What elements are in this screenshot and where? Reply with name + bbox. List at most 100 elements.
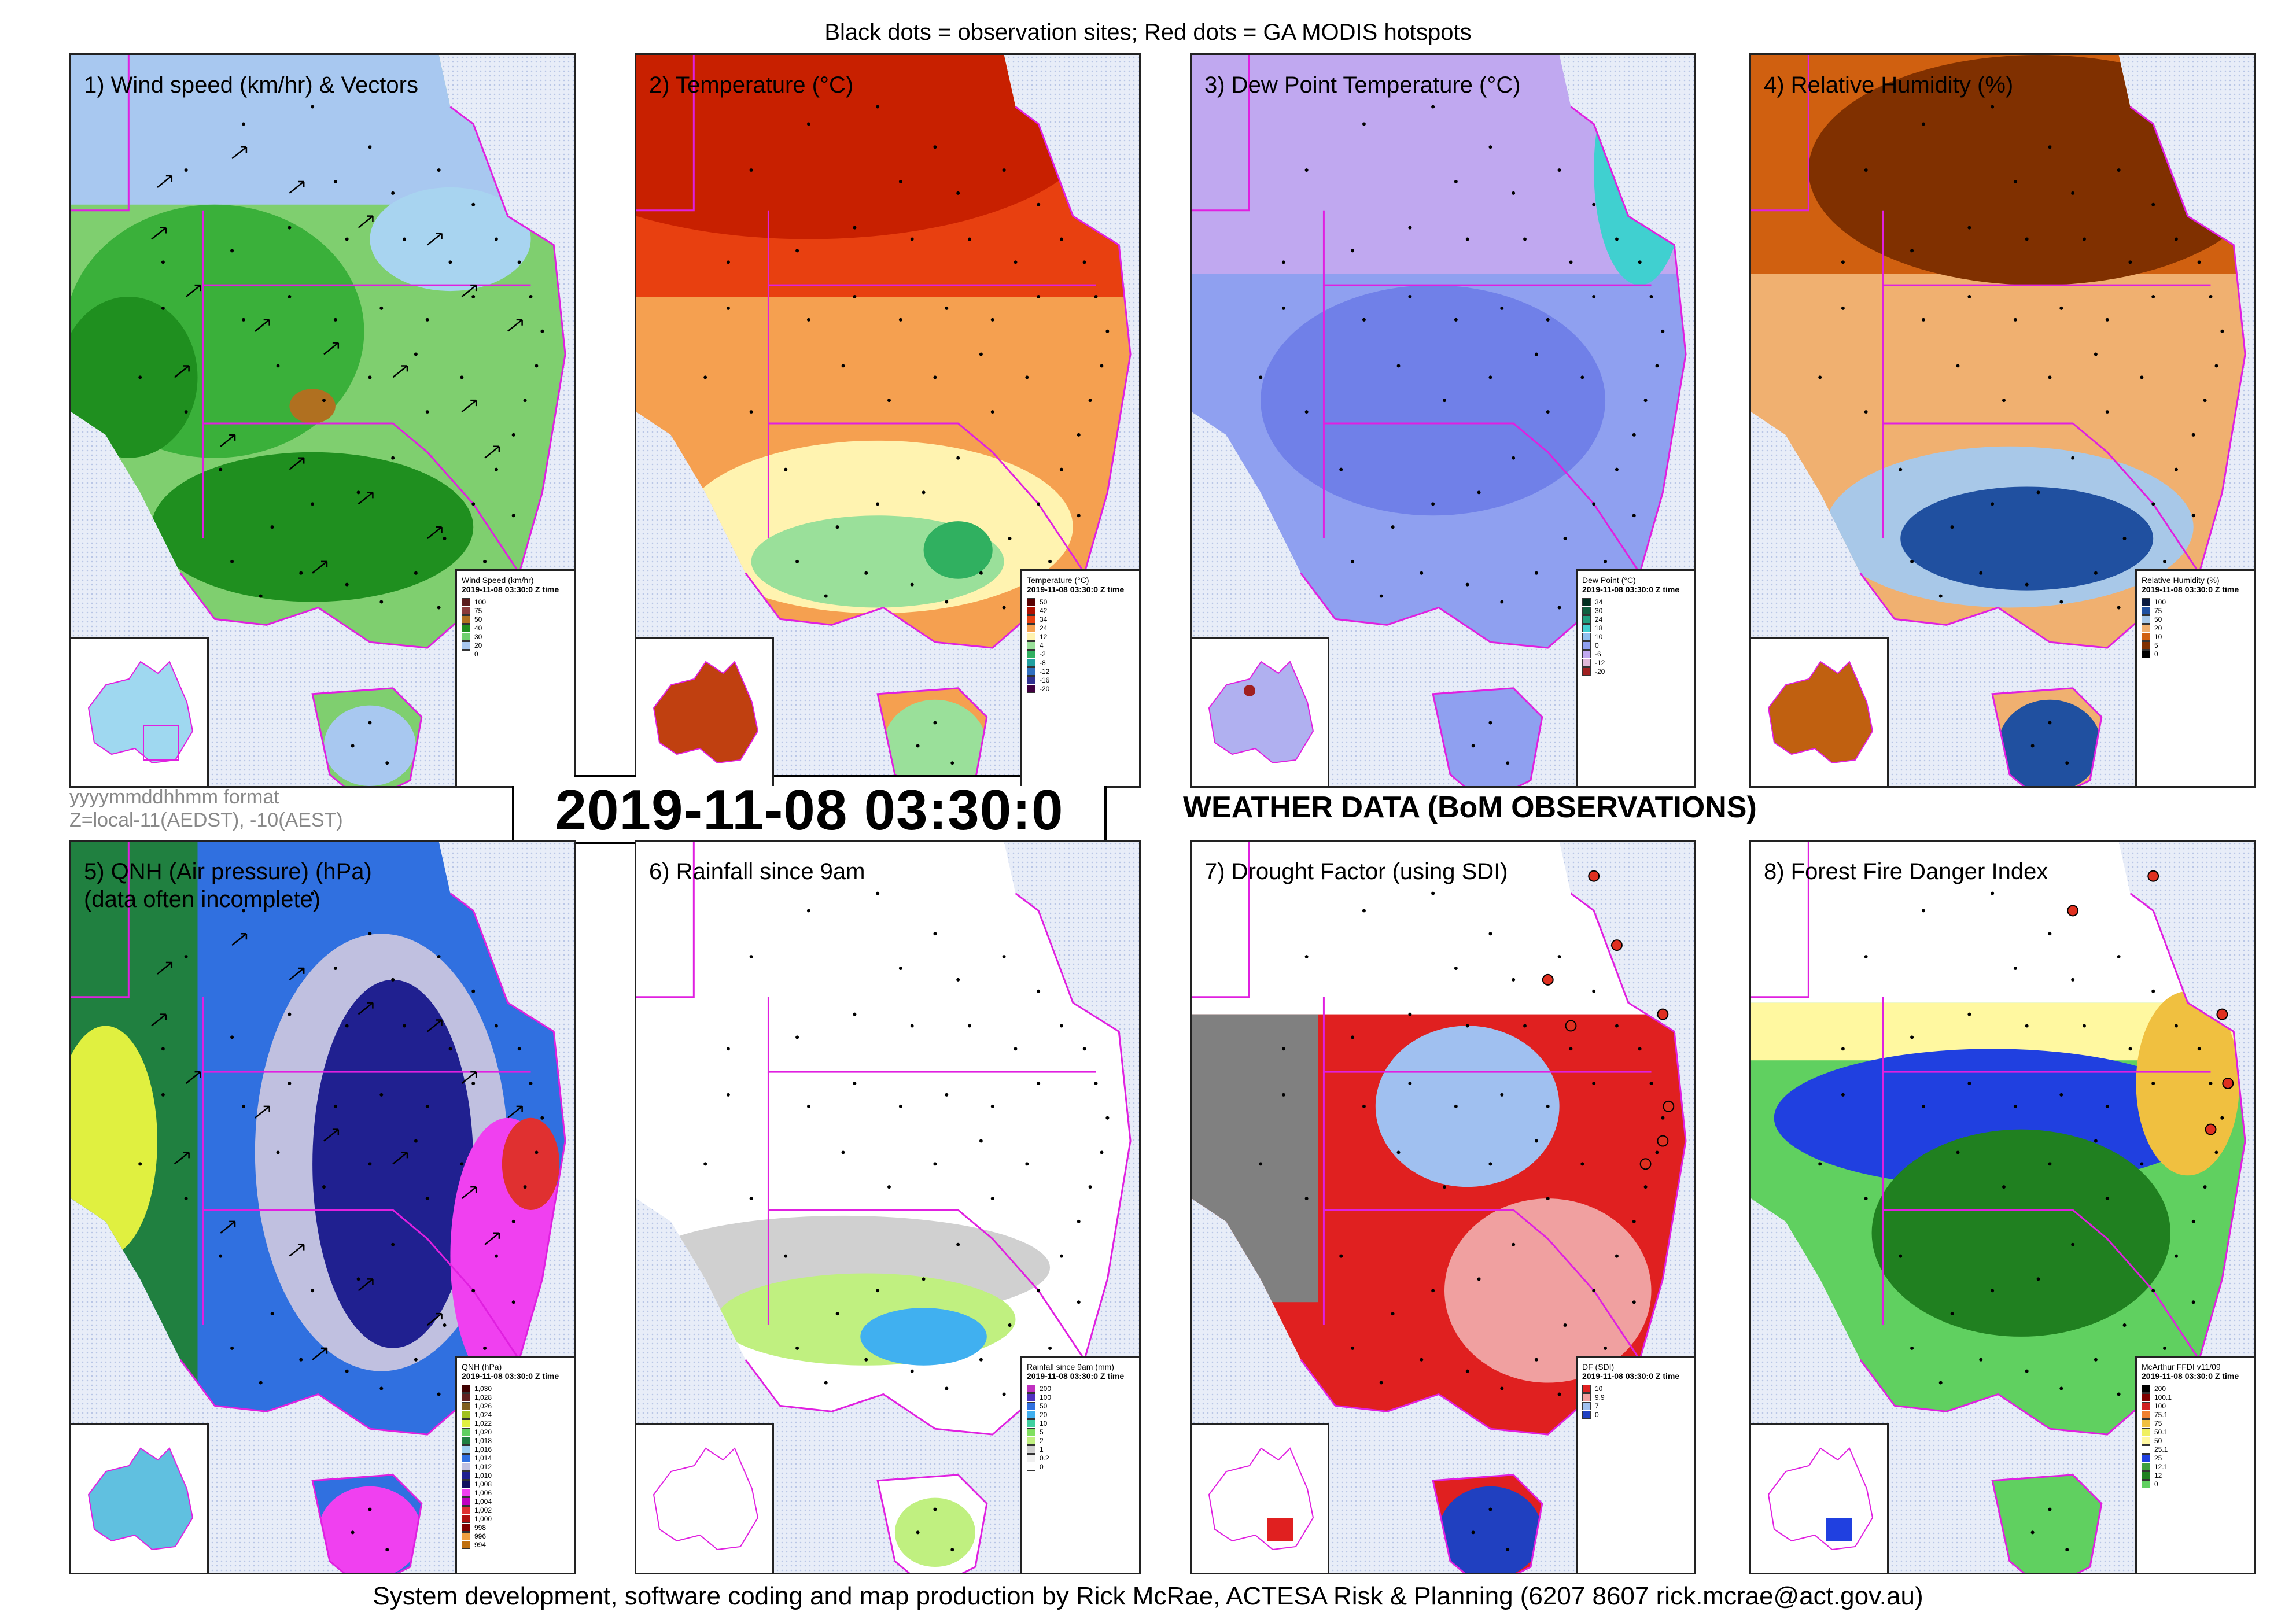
legend: Rainfall since 9am (mm) 2019-11-08 03:30… <box>1020 1356 1139 1573</box>
legend-item: 7 <box>1582 1401 1694 1410</box>
legend-label: 18 <box>1595 624 1603 632</box>
legend-label: 1,012 <box>474 1462 492 1471</box>
legend-label: 12.1 <box>2154 1462 2168 1471</box>
legend-item: 9.9 <box>1582 1393 1694 1401</box>
relative-humidity-map <box>1751 55 2246 786</box>
legend-swatch <box>1582 1393 1591 1401</box>
legend-item: 50 <box>1027 1401 1139 1410</box>
legend-swatch <box>462 1393 470 1401</box>
legend-label: 75 <box>2154 606 2162 615</box>
panel-title: 3) Dew Point Temperature (°C) <box>1204 72 1521 98</box>
legend-item: 1,014 <box>462 1454 574 1462</box>
legend-swatch <box>462 1540 470 1549</box>
panel-title: 6) Rainfall since 9am <box>649 859 865 884</box>
legend-label: 24 <box>1040 624 1048 632</box>
legend: DF (SDI) 2019-11-08 03:30:0 Z time 10 9.9… <box>1576 1356 1694 1573</box>
legend-label: 200 <box>1040 1384 1052 1393</box>
legend-label: -20 <box>1040 684 1050 693</box>
legend-item: -8 <box>1027 658 1139 667</box>
legend: Temperature (°C) 2019-11-08 03:30:0 Z ti… <box>1020 569 1139 786</box>
legend-label: -6 <box>1595 650 1601 658</box>
legend-label: -8 <box>1040 658 1046 667</box>
legend-swatch <box>1027 1445 1035 1454</box>
legend-swatch <box>1027 641 1035 650</box>
legend-label: 1,028 <box>474 1393 492 1401</box>
legend-label: 0 <box>2154 1480 2158 1488</box>
map-panel-dew-point: 3) Dew Point Temperature (°C) Dew Point … <box>1190 53 1696 788</box>
map-panel-relative-humidity: 4) Relative Humidity (%) Relative Humidi… <box>1749 53 2256 788</box>
legend-label: 34 <box>1040 615 1048 624</box>
legend-item: 0 <box>2142 650 2254 658</box>
legend-label: 75 <box>2154 1419 2162 1427</box>
legend-label: 25 <box>2154 1454 2162 1462</box>
legend-time: 2019-11-08 03:30:0 Z time <box>2142 1371 2239 1381</box>
legend-title: Wind Speed (km/hr) <box>462 576 534 585</box>
legend-label: 75.1 <box>2154 1410 2168 1419</box>
legend-label: 75 <box>474 606 482 615</box>
legend-swatch <box>2142 1471 2150 1480</box>
legend-item: 42 <box>1027 606 1139 615</box>
legend-label: 10 <box>1040 1419 1048 1427</box>
legend-swatch <box>1582 615 1591 624</box>
legend-item: 0 <box>462 650 574 658</box>
legend-swatch <box>462 1497 470 1506</box>
legend-swatch <box>462 1514 470 1523</box>
panel-title: 8) Forest Fire Danger Index <box>1764 859 2048 884</box>
legend-item: 10 <box>1027 1419 1139 1427</box>
legend-swatch <box>1027 1462 1035 1471</box>
legend-item: 75 <box>2142 606 2254 615</box>
legend-item: 1,020 <box>462 1427 574 1436</box>
legend-swatch <box>1027 1427 1035 1436</box>
legend: Wind Speed (km/hr) 2019-11-08 03:30:0 Z … <box>455 569 574 786</box>
legend-item: -16 <box>1027 676 1139 684</box>
legend-item: 0 <box>1582 641 1694 650</box>
legend-item: 5 <box>1027 1427 1139 1436</box>
legend-item: 1 <box>1027 1445 1139 1454</box>
legend-label: 0 <box>1595 641 1599 650</box>
legend-item: 75 <box>2142 1419 2254 1427</box>
legend-item: 1,002 <box>462 1506 574 1514</box>
legend-label: 30 <box>1595 606 1603 615</box>
legend-item: 10 <box>2142 632 2254 641</box>
legend-swatch <box>2142 1410 2150 1419</box>
legend-item: 1,026 <box>462 1401 574 1410</box>
legend-item: 4 <box>1027 641 1139 650</box>
legend-label: 0 <box>1040 1462 1044 1471</box>
legend-label: 50.1 <box>2154 1427 2168 1436</box>
legend-title: DF (SDI) <box>1582 1362 1615 1371</box>
panel-title: 4) Relative Humidity (%) <box>1764 72 2014 98</box>
legend-swatch <box>2142 641 2150 650</box>
legend-item: 75 <box>462 606 574 615</box>
legend-swatch <box>462 1427 470 1436</box>
legend-item: 0.2 <box>1027 1454 1139 1462</box>
legend-item: 12.1 <box>2142 1462 2254 1471</box>
legend-item: 10 <box>1582 1384 1694 1393</box>
legend-swatch <box>462 606 470 615</box>
legend-swatch <box>1027 658 1035 667</box>
legend-label: 20 <box>474 641 482 650</box>
map-panel-drought-factor: 7) Drought Factor (using SDI) DF (SDI) 2… <box>1190 840 1696 1574</box>
legend-label: 998 <box>474 1523 487 1532</box>
legend-swatch <box>2142 1480 2150 1488</box>
legend-swatch <box>1582 597 1591 606</box>
legend-item: 100 <box>462 597 574 606</box>
legend-label: 1,008 <box>474 1480 492 1488</box>
map-panel-wind: 1) Wind speed (km/hr) & Vectors Wind Spe… <box>69 53 576 788</box>
legend-swatch <box>2142 1436 2150 1445</box>
legend-swatch <box>462 1410 470 1419</box>
legend-swatch <box>462 1401 470 1410</box>
legend-label: 12 <box>2154 1471 2162 1480</box>
main-title: WEATHER DATA (BoM OBSERVATIONS) <box>1183 791 1757 824</box>
legend-label: 4 <box>1040 641 1044 650</box>
legend-swatch <box>1027 632 1035 641</box>
legend-swatch <box>1582 641 1591 650</box>
legend-swatch <box>2142 1445 2150 1454</box>
legend-item: 1,030 <box>462 1384 574 1393</box>
legend-swatch <box>1027 1384 1035 1393</box>
legend-swatch <box>462 1480 470 1488</box>
legend-label: 34 <box>1595 597 1603 606</box>
locator-inset <box>1751 637 1889 786</box>
legend-label: 9.9 <box>1595 1393 1605 1401</box>
legend-label: 5 <box>1040 1427 1044 1436</box>
legend-label: 1,020 <box>474 1427 492 1436</box>
